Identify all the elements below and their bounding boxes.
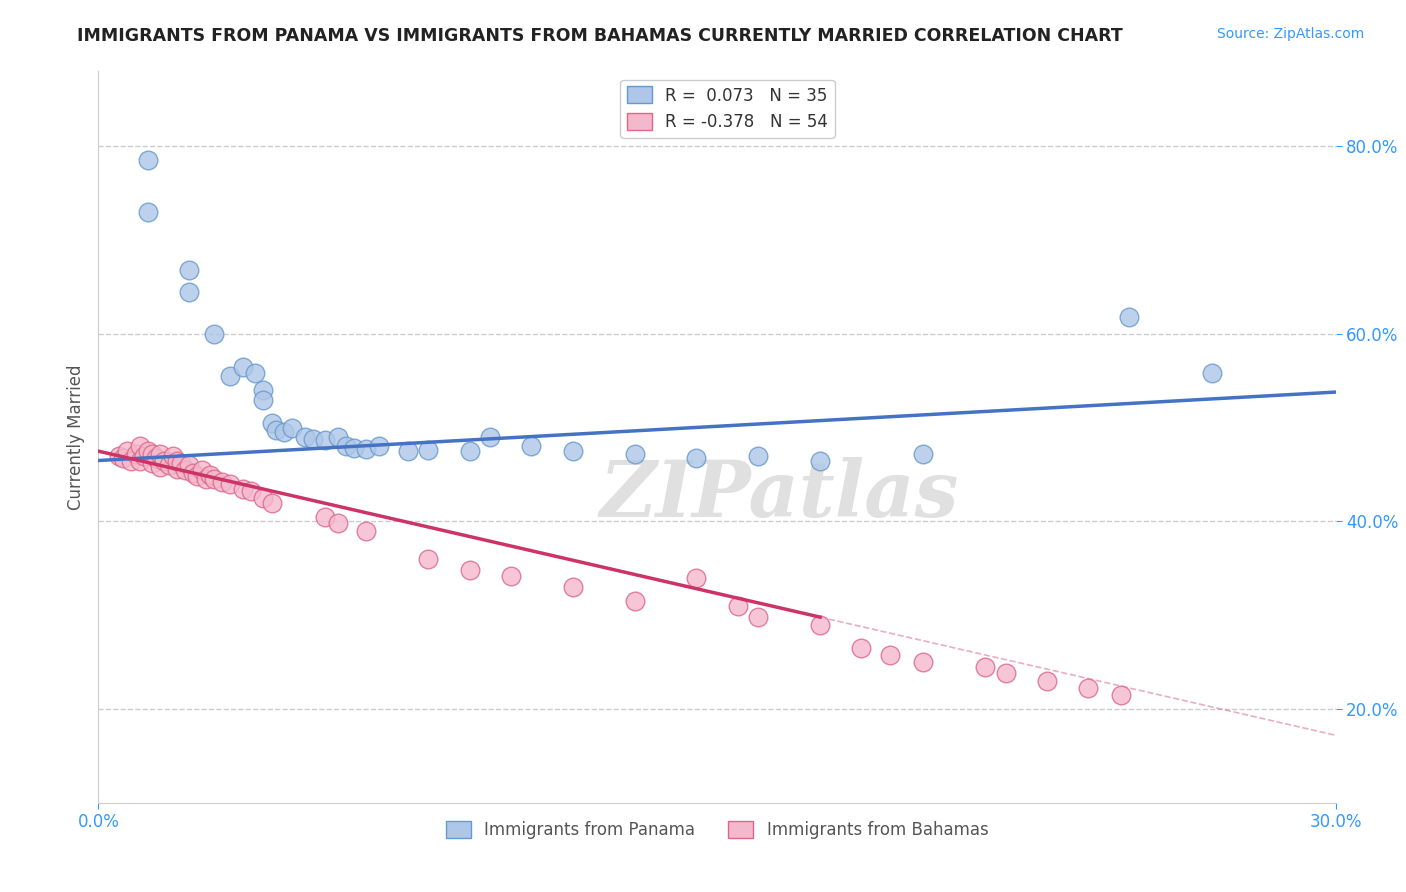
Point xyxy=(112,450,135,465)
Point xyxy=(418,552,440,566)
Point xyxy=(124,447,146,461)
Point xyxy=(561,444,583,458)
Point xyxy=(179,285,201,299)
Point xyxy=(149,447,172,461)
Point xyxy=(149,460,172,475)
Point xyxy=(273,425,295,440)
Point xyxy=(326,516,349,531)
Point xyxy=(108,449,131,463)
Point xyxy=(202,472,225,486)
Point xyxy=(458,444,481,458)
Point xyxy=(685,571,707,585)
Point xyxy=(166,462,188,476)
Point xyxy=(396,444,419,458)
Y-axis label: Currently Married: Currently Married xyxy=(66,364,84,510)
Point xyxy=(252,491,274,505)
Point xyxy=(1118,310,1140,324)
Point xyxy=(166,453,188,467)
Point xyxy=(157,458,180,473)
Point xyxy=(314,509,336,524)
Point xyxy=(747,610,769,624)
Point xyxy=(343,442,366,456)
Point xyxy=(314,433,336,447)
Point xyxy=(170,456,193,470)
Point xyxy=(145,450,167,465)
Point xyxy=(851,641,873,656)
Point xyxy=(243,367,266,381)
Point xyxy=(153,453,176,467)
Point xyxy=(1036,673,1059,688)
Point xyxy=(162,449,184,463)
Point xyxy=(252,383,274,397)
Point xyxy=(302,432,325,446)
Point xyxy=(879,648,901,662)
Point xyxy=(190,463,212,477)
Point xyxy=(141,456,163,470)
Text: Source: ZipAtlas.com: Source: ZipAtlas.com xyxy=(1216,27,1364,41)
Point xyxy=(252,392,274,407)
Point xyxy=(117,444,139,458)
Point xyxy=(194,472,217,486)
Point xyxy=(561,580,583,594)
Point xyxy=(179,458,201,473)
Point xyxy=(418,443,440,458)
Point xyxy=(623,447,645,461)
Point xyxy=(260,496,283,510)
Point xyxy=(623,594,645,608)
Point xyxy=(1077,681,1099,696)
Point xyxy=(219,369,242,384)
Point xyxy=(132,449,155,463)
Point xyxy=(202,326,225,341)
Point xyxy=(186,469,208,483)
Point xyxy=(198,467,221,482)
Point xyxy=(974,660,997,674)
Point xyxy=(181,466,204,480)
Point xyxy=(1201,367,1223,381)
Point xyxy=(179,263,201,277)
Legend: Immigrants from Panama, Immigrants from Bahamas: Immigrants from Panama, Immigrants from … xyxy=(439,814,995,846)
Point xyxy=(174,463,197,477)
Point xyxy=(281,420,304,434)
Point xyxy=(747,449,769,463)
Point xyxy=(326,430,349,444)
Point xyxy=(356,524,378,538)
Point xyxy=(141,447,163,461)
Point xyxy=(520,440,543,454)
Point xyxy=(912,655,935,669)
Point xyxy=(479,430,502,444)
Point xyxy=(335,440,357,454)
Point xyxy=(912,447,935,461)
Point xyxy=(808,453,831,467)
Point xyxy=(499,569,522,583)
Point xyxy=(232,482,254,496)
Text: ZIPatlas: ZIPatlas xyxy=(599,458,959,533)
Point xyxy=(294,430,316,444)
Point xyxy=(727,599,749,613)
Point xyxy=(994,666,1017,681)
Point xyxy=(1109,688,1132,702)
Point xyxy=(808,617,831,632)
Point xyxy=(685,450,707,465)
Point xyxy=(211,475,233,489)
Point xyxy=(367,440,389,454)
Point xyxy=(264,423,287,437)
Point xyxy=(136,444,159,458)
Point xyxy=(356,442,378,457)
Point xyxy=(260,416,283,430)
Point xyxy=(128,453,150,467)
Point xyxy=(232,359,254,374)
Point xyxy=(458,563,481,577)
Text: IMMIGRANTS FROM PANAMA VS IMMIGRANTS FROM BAHAMAS CURRENTLY MARRIED CORRELATION : IMMIGRANTS FROM PANAMA VS IMMIGRANTS FRO… xyxy=(77,27,1123,45)
Point xyxy=(120,453,142,467)
Point xyxy=(136,153,159,168)
Point xyxy=(240,484,263,499)
Point xyxy=(128,440,150,454)
Point xyxy=(219,477,242,491)
Point xyxy=(136,205,159,219)
